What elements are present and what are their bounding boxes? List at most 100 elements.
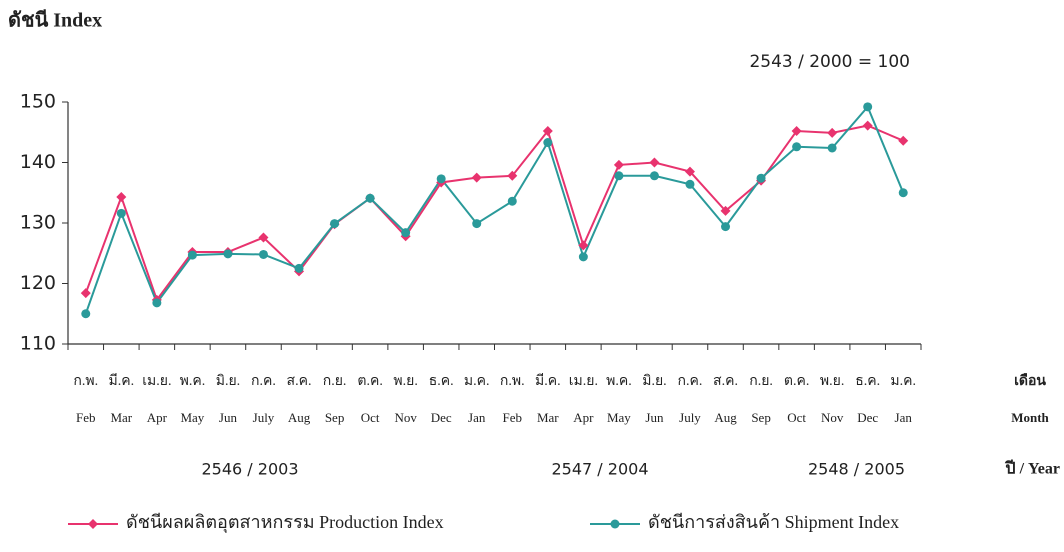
point	[898, 135, 909, 146]
point	[827, 127, 838, 138]
x-group-label: 2546 / 2003	[202, 460, 299, 479]
point	[614, 171, 624, 181]
point	[258, 232, 269, 243]
point	[294, 263, 304, 273]
x-tick-label: Jan	[468, 410, 486, 425]
series-line	[84, 104, 905, 315]
x-tick-label: Jun	[645, 410, 664, 425]
x-tick-label-th: ก.พ.	[500, 374, 525, 389]
x-tick-label: Oct	[787, 410, 806, 425]
point	[88, 519, 98, 529]
x-tick-label-th: ก.ย.	[749, 374, 773, 389]
x-tick-label: Dec	[857, 410, 878, 425]
x-tick-label-th: มิ.ย.	[216, 374, 240, 389]
point	[756, 173, 766, 183]
x-tick-label-th: ม.ค.	[890, 374, 916, 389]
x-tick-label: Dec	[431, 410, 452, 425]
x-tick-label: Mar	[110, 410, 132, 425]
x-tick-label-th: เม.ย.	[569, 374, 598, 389]
point	[471, 172, 482, 183]
x-tick-label: Feb	[76, 410, 96, 425]
x-tick-label-th: มิ.ย.	[642, 374, 666, 389]
point	[472, 219, 482, 229]
x-tick-label-th: พ.ย.	[393, 374, 417, 389]
x-tick-label-th: ต.ค.	[357, 374, 382, 389]
x-tick-label: May	[607, 410, 631, 425]
x-tick-label-th: ธ.ค.	[855, 374, 880, 389]
point	[791, 126, 802, 137]
x-label: Month	[1011, 410, 1049, 425]
x-tick-label: Oct	[361, 410, 380, 425]
x-tick-label: Sep	[751, 410, 771, 425]
point	[507, 170, 518, 181]
y-tick-label: 150	[20, 91, 56, 113]
y-tick-label: 140	[20, 151, 56, 173]
x-group-label: 2548 / 2005	[808, 460, 905, 479]
x-tick-label-th: มี.ค.	[109, 373, 135, 389]
point	[507, 196, 517, 206]
point	[684, 166, 695, 177]
point	[827, 143, 837, 153]
point	[187, 250, 197, 260]
point	[223, 249, 233, 259]
point	[898, 188, 908, 198]
x-tick-label-th: ก.ย.	[323, 374, 347, 389]
point	[685, 179, 695, 189]
point	[720, 205, 731, 216]
x-label-th: เดือน	[1014, 373, 1046, 389]
x-tick-label-th: พ.ย.	[820, 374, 844, 389]
x-group-label: 2547 / 2004	[552, 460, 649, 479]
point	[116, 191, 127, 202]
x-tick-label-th: พ.ค.	[180, 374, 206, 389]
point	[330, 219, 340, 229]
x-tick-label: Feb	[503, 410, 523, 425]
point	[610, 519, 620, 529]
point	[365, 193, 375, 203]
point	[649, 157, 660, 168]
x-tick-label: Aug	[714, 410, 737, 425]
group-label: ปี / Year	[1004, 459, 1060, 478]
x-tick-label: Aug	[288, 410, 311, 425]
x-tick-label: July	[679, 410, 701, 425]
x-tick-label: May	[180, 410, 204, 425]
point	[401, 228, 411, 238]
x-tick-label: Apr	[147, 410, 168, 425]
point	[81, 309, 91, 319]
legend-label: ดัชนีผลผลิตอุตสาหกรรม Production Index	[126, 512, 444, 533]
x-tick-label: July	[253, 410, 275, 425]
point	[258, 249, 268, 259]
point	[80, 288, 91, 299]
point	[152, 298, 162, 308]
point	[792, 142, 802, 152]
y-tick-label: 120	[20, 272, 56, 294]
point	[649, 171, 659, 181]
point	[578, 252, 588, 262]
x-tick-label-th: ส.ค.	[287, 374, 312, 389]
point	[542, 126, 553, 137]
x-tick-label-th: ม.ค.	[464, 374, 490, 389]
x-tick-label: Mar	[537, 410, 559, 425]
x-tick-label-th: ต.ค.	[784, 374, 809, 389]
x-tick-label-th: ส.ค.	[713, 374, 738, 389]
point	[721, 222, 731, 232]
point	[543, 138, 553, 148]
x-tick-label: Apr	[573, 410, 594, 425]
point	[613, 159, 624, 170]
point	[578, 240, 589, 251]
x-tick-label-th: พ.ค.	[606, 374, 632, 389]
legend-label: ดัชนีการส่งสินค้า Shipment Index	[648, 512, 899, 532]
x-tick-label-th: ธ.ค.	[429, 374, 454, 389]
x-tick-label-th: ก.ค.	[251, 374, 276, 389]
x-tick-label-th: ก.ค.	[678, 374, 703, 389]
y-axis-label: ดัชนี Index	[8, 9, 102, 32]
point	[862, 120, 873, 131]
y-tick-label: 130	[20, 212, 56, 234]
point	[436, 174, 446, 184]
x-tick-label-th: ก.พ.	[73, 374, 98, 389]
y-tick-label: 110	[20, 333, 56, 355]
point	[116, 208, 126, 218]
x-tick-label: Nov	[394, 410, 417, 425]
x-tick-label: Jun	[219, 410, 238, 425]
